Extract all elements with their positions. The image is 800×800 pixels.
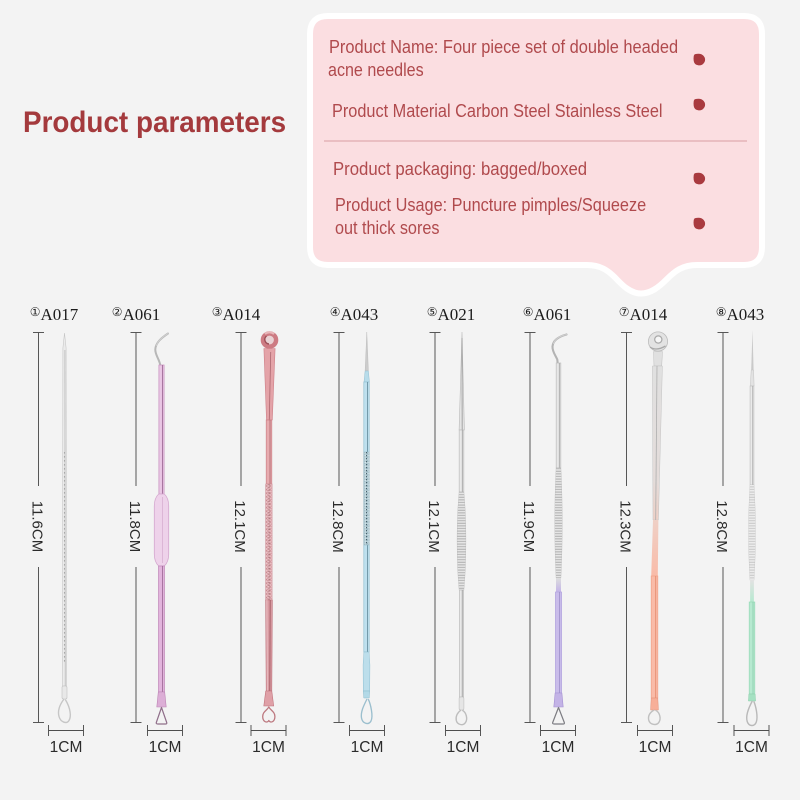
svg-text:11.9CM: 11.9CM xyxy=(520,501,537,552)
svg-text:1CM: 1CM xyxy=(542,739,575,756)
svg-text:③A014: ③A014 xyxy=(212,305,261,324)
svg-text:12.8CM: 12.8CM xyxy=(713,500,730,553)
svg-text:12.1CM: 12.1CM xyxy=(231,500,248,553)
svg-text:⑧A043: ⑧A043 xyxy=(716,305,765,324)
svg-text:1CM: 1CM xyxy=(639,739,672,756)
svg-text:12.3CM: 12.3CM xyxy=(617,500,634,553)
svg-text:1CM: 1CM xyxy=(149,739,182,756)
svg-text:11.6CM: 11.6CM xyxy=(29,501,46,552)
svg-text:④A043: ④A043 xyxy=(330,305,379,324)
svg-text:②A061: ②A061 xyxy=(112,305,161,324)
svg-text:①A017: ①A017 xyxy=(30,305,79,324)
svg-text:11.8CM: 11.8CM xyxy=(126,501,143,552)
svg-text:⑥A061: ⑥A061 xyxy=(523,305,572,324)
svg-text:1CM: 1CM xyxy=(447,739,480,756)
svg-text:⑦A014: ⑦A014 xyxy=(619,305,668,324)
svg-text:12.1CM: 12.1CM xyxy=(425,500,442,553)
svg-text:1CM: 1CM xyxy=(735,739,768,756)
svg-text:1CM: 1CM xyxy=(50,739,83,756)
svg-text:⑤A021: ⑤A021 xyxy=(427,305,476,324)
svg-text:12.8CM: 12.8CM xyxy=(329,500,346,553)
svg-text:1CM: 1CM xyxy=(351,739,384,756)
svg-text:1CM: 1CM xyxy=(252,739,285,756)
